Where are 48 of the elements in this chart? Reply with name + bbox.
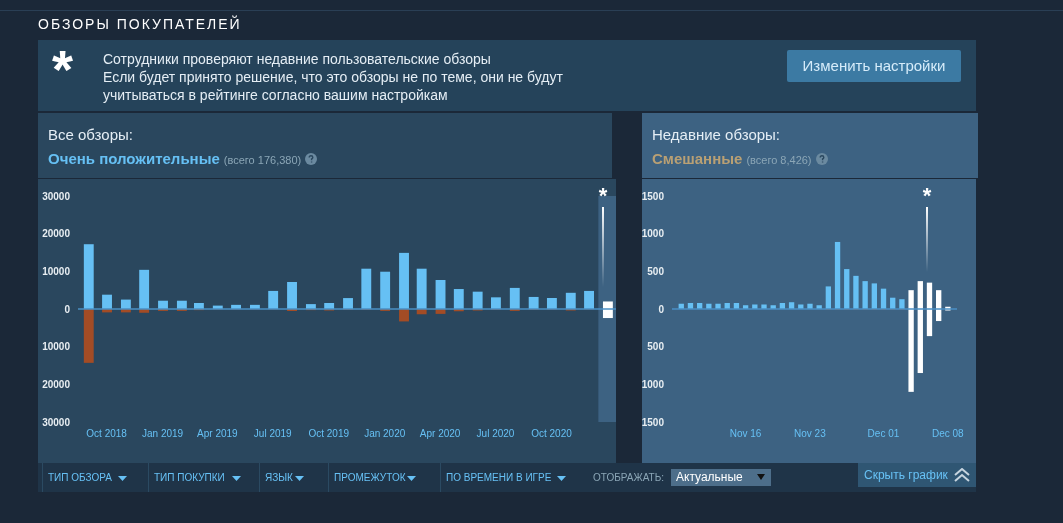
x-tick-label: Dec 08 — [931, 428, 965, 440]
y-tick-label: 10000 — [42, 341, 71, 353]
text: Изменить настройки — [802, 57, 946, 74]
text: Скрыть график — [864, 468, 948, 482]
text: Актуальные — [676, 470, 743, 484]
text: ТИП ПОКУПКИ — [154, 472, 225, 483]
text: * — [52, 39, 74, 99]
x-tick-label: Jan 2020 — [364, 428, 406, 440]
y-tick-label: 20000 — [42, 378, 71, 390]
x-tick-label: Oct 2018 — [86, 428, 128, 440]
y-tick-label: 1000 — [641, 228, 665, 240]
y-tick-label: 1500 — [641, 190, 665, 202]
x-tick-label: Nov 23 — [794, 428, 827, 440]
text: ЯЗЫК — [265, 472, 293, 483]
x-tick-label: Jul 2020 — [476, 428, 515, 440]
annotation: * — [598, 183, 608, 208]
y-tick-label: 1500 — [641, 416, 665, 428]
text: ТИП ОБЗОРА — [48, 472, 112, 483]
y-tick-label: 10000 — [42, 265, 71, 277]
x-tick-label: Apr 2019 — [197, 428, 239, 440]
y-tick-label: 500 — [647, 265, 665, 277]
text: (всего 8,426) — [746, 154, 812, 166]
annotation: * — [922, 183, 932, 208]
text: ПО ВРЕМЕНИ В ИГРЕ — [446, 472, 552, 483]
x-tick-label: Oct 2019 — [308, 428, 350, 440]
y-tick-label: 30000 — [42, 190, 71, 202]
x-tick-label: Dec 01 — [867, 428, 900, 440]
y-tick-label: 500 — [647, 341, 665, 353]
text: ОТОБРАЖАТЬ: — [593, 472, 665, 483]
y-tick-label: 1000 — [641, 378, 665, 390]
x-tick-label: Nov 16 — [729, 428, 762, 440]
y-tick-label: 20000 — [42, 228, 71, 240]
chart-title: Недавние обзоры: — [652, 126, 781, 143]
chart-title: Все обзоры: — [48, 126, 133, 143]
text: ПРОМЕЖУТОК — [334, 472, 406, 483]
y-tick-label: 0 — [64, 303, 71, 315]
x-tick-label: Oct 2020 — [531, 428, 573, 440]
text: ОБЗОРЫ ПОКУПАТЕЛЕЙ — [38, 16, 242, 32]
chart-subtitle: Очень положительные — [48, 150, 220, 167]
text: Сотрудники проверяют недавние пользовательские обзоры — [103, 51, 491, 67]
x-tick-label: Jul 2019 — [253, 428, 293, 440]
y-tick-label: 0 — [658, 303, 665, 315]
text: Если будет принято решение, что это обзоры не по теме, они не будут учитываться в рейтинге согласно вашим настройкам — [103, 69, 563, 103]
chart-subtitle: Смешанные — [652, 150, 743, 167]
y-tick-label: 30000 — [42, 416, 71, 428]
text: (всего 176,380) — [223, 154, 302, 166]
x-tick-label: Jan 2019 — [142, 428, 184, 440]
x-tick-label: Apr 2020 — [419, 428, 461, 440]
